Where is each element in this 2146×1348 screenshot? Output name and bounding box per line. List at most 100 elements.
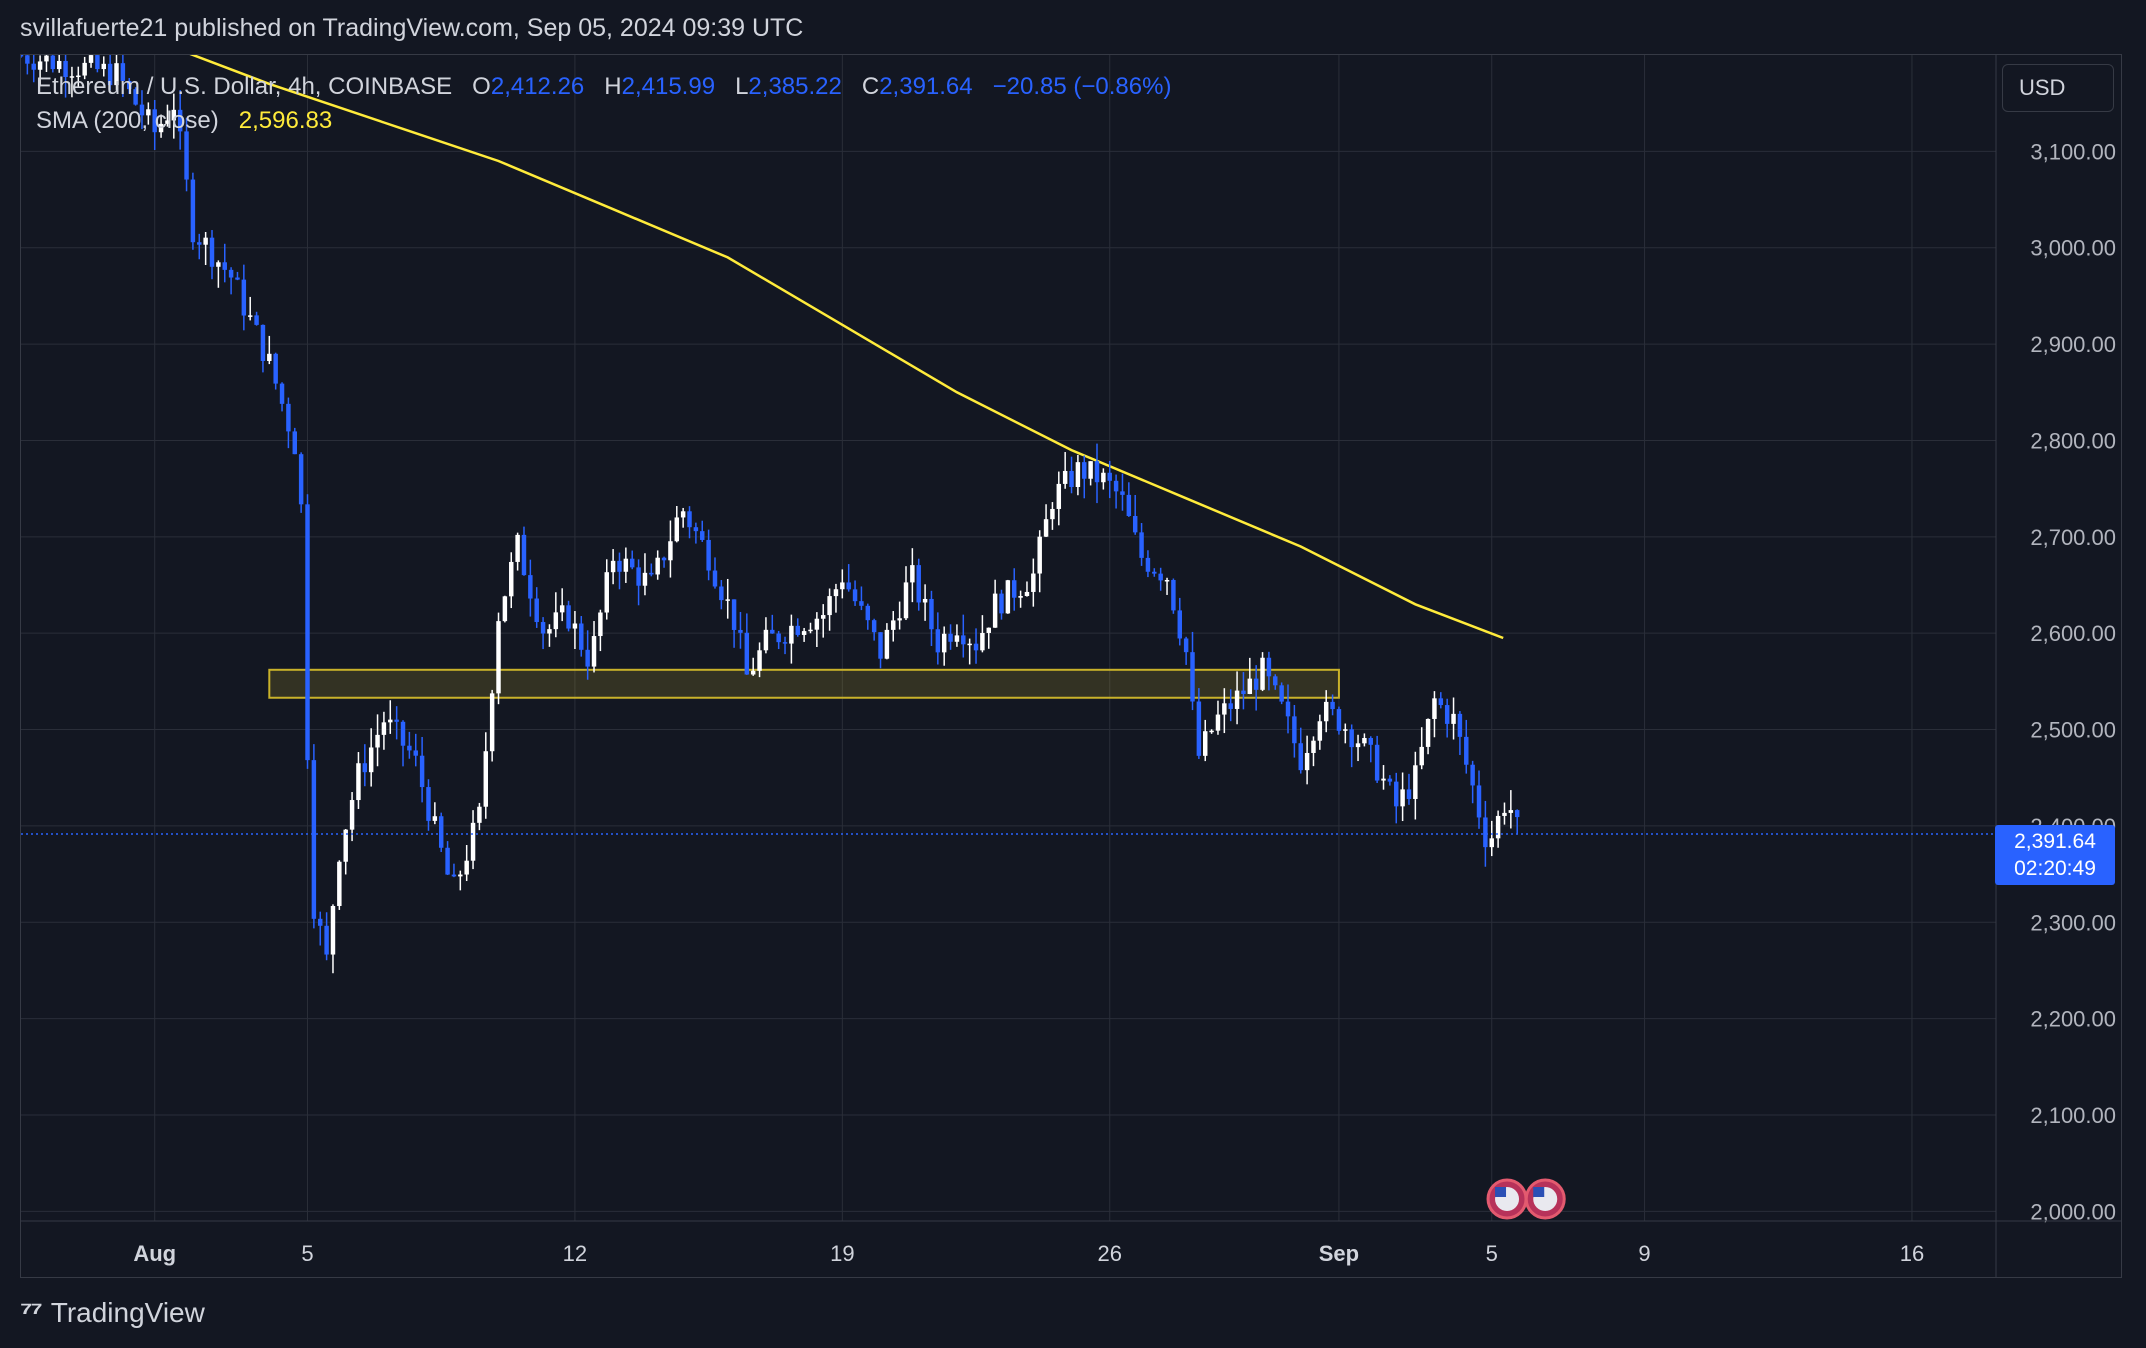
candle-down [1368,738,1374,745]
candle-up [1037,536,1042,574]
chart-frame[interactable]: 2,000.002,100.002,200.002,300.002,400.00… [20,54,2122,1278]
y-tick-label: 2,000.00 [2030,1199,2116,1224]
candle-down [852,589,858,602]
y-tick-label: 3,100.00 [2030,139,2116,164]
candle-up [146,109,151,116]
candle-down [1387,778,1393,782]
candle-up [992,593,998,628]
candle-up [470,822,476,861]
candle-down [1279,685,1284,702]
candle-up [56,60,62,70]
candle-down [661,557,667,561]
candle-down [999,593,1004,614]
candle-down [1228,703,1233,709]
candle-up [1432,698,1437,719]
candle-down [719,586,724,601]
candle-up [891,620,896,630]
candle-down [700,531,705,540]
currency-button[interactable]: USD [2002,64,2114,112]
candle-down [1094,461,1100,483]
candle-down [687,511,692,528]
tradingview-logo-icon: ⁷⁷ [20,1296,43,1329]
candle-down [1253,678,1259,690]
candle-up [368,747,374,773]
candle-down [222,262,227,270]
candle-down [528,575,533,599]
publisher-line: svillafuerte21 published on TradingView.… [20,14,804,42]
candle-down [1374,744,1380,781]
candle-down [649,572,654,575]
candle-up [980,632,985,651]
event-markers [1486,1178,1566,1220]
candle-down [305,504,310,761]
high-label: H [604,73,622,100]
footer-brand[interactable]: ⁷⁷ TradingView [20,1296,205,1330]
candle-down [566,605,571,629]
candle-down [298,454,304,505]
candle-up [814,618,820,630]
candle-up [763,629,769,651]
candle-down [1273,676,1278,686]
candle-up [547,629,552,634]
candle-up [1489,838,1494,848]
candle-down [21,55,24,57]
candle-down [273,353,278,384]
price-tag-value: 2,391.64 [2014,830,2096,853]
candle-down [292,431,298,455]
candle-up [757,650,762,671]
candle-down [738,629,743,633]
x-tick-label: 16 [1900,1241,1924,1266]
candle-down [1171,579,1176,611]
candle-up [572,623,578,629]
candle-up [158,123,164,133]
candle-up [171,109,177,121]
candle-up [502,596,508,622]
us-flag-icon-canton [1533,1187,1545,1197]
candle-up [375,734,380,748]
candle-up [680,511,686,518]
candle-down [1196,701,1202,756]
candle-down [629,558,635,568]
candle-down [744,632,750,675]
candle-up [1234,690,1240,709]
candle-up [591,636,597,667]
y-tick-label: 2,600.00 [2030,621,2116,646]
y-tick-label: 2,700.00 [2030,525,2116,550]
candle-down [1476,785,1482,818]
candle-up [801,631,807,635]
candle-up [343,829,348,862]
candle-up [356,763,361,801]
candle-down [1349,729,1354,748]
candle-up [247,315,253,317]
x-tick-label: 12 [563,1241,587,1266]
candle-up [941,633,947,653]
x-tick-label: 19 [830,1241,854,1266]
candle-down [254,315,259,325]
price-chart[interactable]: 2,000.002,100.002,200.002,300.002,400.00… [21,55,2121,1277]
y-tick-label: 3,000.00 [2030,236,2116,261]
candle-down [1158,573,1163,581]
candle-up [101,63,106,70]
candle-down [1190,652,1195,702]
candle-down [419,755,425,788]
candle-down [1012,580,1017,598]
candle-down [693,527,699,532]
candle-down [241,279,247,316]
candle-down [1120,491,1125,495]
candle-down [426,787,431,821]
candle-up [1260,657,1265,690]
candle-up [610,560,616,573]
candle-up [604,572,609,613]
candle-up [88,55,94,63]
candle-down [438,816,444,848]
candle-up [1381,778,1386,781]
grid-lines [21,55,1996,1221]
sma-row: SMA (200, close) 2,596.83 [36,104,1171,138]
candle-down [1514,810,1520,818]
close-value: 2,391.64 [879,73,973,100]
candle-up [1413,765,1418,799]
candle-down [865,605,871,621]
candle-up [1419,746,1424,766]
candle-down [50,55,56,70]
candle-down [1336,709,1342,731]
